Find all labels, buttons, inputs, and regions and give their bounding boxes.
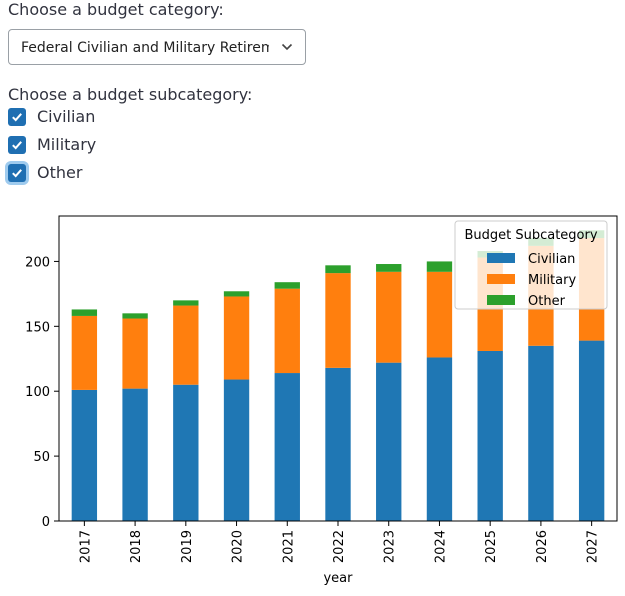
x-tick-label: 2023	[383, 530, 398, 563]
budget-chart: Budget Subcategory Civilian Military Other 0…	[25, 215, 618, 586]
bar-other-2022	[325, 265, 351, 274]
x-tick-label: 2018	[129, 530, 144, 563]
y-tick-label: 100	[25, 385, 50, 400]
bar-other-2024	[426, 261, 453, 272]
checkbox-label: Civilian	[37, 107, 96, 126]
chevron-down-icon	[281, 43, 293, 51]
legend-title: Budget Subcategory	[464, 228, 597, 243]
checkbox-label: Military	[37, 135, 97, 154]
checkmark-icon	[12, 141, 22, 150]
subcategory-label: Choose a budget subcategory:	[8, 85, 253, 104]
bar-other-2023	[376, 264, 402, 272]
bar-other-2018	[122, 313, 148, 319]
bar-other-2020	[223, 291, 250, 297]
legend-label-civilian: Civilian	[528, 252, 575, 267]
bar-military-2024	[426, 271, 453, 358]
checkbox-label: Other	[37, 163, 83, 182]
bar-civilian-2020	[223, 379, 250, 521]
bar-military-2023	[376, 271, 402, 363]
category-label: Choose a budget category:	[8, 0, 224, 19]
bar-civilian-2027	[578, 340, 605, 521]
bar-military-2020	[223, 296, 250, 380]
bar-civilian-2017	[71, 389, 98, 521]
category-select[interactable]: Federal Civilian and Military Retirem	[8, 29, 306, 65]
x-axis-label: year	[323, 571, 353, 586]
x-tick-label: 2017	[78, 530, 93, 563]
bar-civilian-2023	[376, 362, 402, 521]
bar-other-2017	[71, 309, 98, 316]
bar-military-2021	[274, 288, 300, 374]
checkbox-box[interactable]	[8, 108, 26, 126]
bar-military-2017	[71, 315, 98, 390]
legend-swatch-civilian	[487, 253, 515, 263]
y-tick-label: 200	[25, 255, 50, 270]
bar-civilian-2025	[477, 350, 503, 521]
checkmark-icon	[12, 169, 22, 178]
x-tick-label: 2027	[586, 530, 601, 563]
y-tick-label: 0	[42, 515, 50, 530]
checkbox-box[interactable]	[8, 136, 26, 154]
checkbox-box[interactable]	[8, 164, 26, 182]
bar-military-2018	[122, 318, 148, 389]
x-tick-label: 2025	[484, 530, 499, 563]
legend-swatch-military	[487, 274, 515, 284]
legend-swatch-other	[487, 295, 515, 305]
x-tick-label: 2022	[332, 530, 347, 563]
x-tick-label: 2021	[281, 530, 296, 563]
legend-label-other: Other	[528, 294, 566, 309]
bar-civilian-2019	[173, 384, 199, 521]
x-tick-label: 2024	[433, 530, 448, 563]
x-tick-label: 2020	[231, 530, 246, 563]
bar-civilian-2026	[528, 345, 554, 521]
x-tick-label: 2026	[535, 530, 550, 563]
category-select-value: Federal Civilian and Military Retirem	[21, 40, 269, 56]
bar-civilian-2024	[426, 357, 453, 521]
bar-civilian-2021	[274, 373, 300, 521]
y-tick-label: 50	[33, 450, 50, 465]
legend-label-military: Military	[528, 273, 576, 288]
bar-military-2019	[173, 305, 199, 385]
legend-box	[454, 220, 608, 310]
checkmark-icon	[12, 113, 22, 122]
y-tick-label: 150	[25, 320, 50, 335]
bar-military-2022	[325, 273, 351, 368]
bar-other-2021	[274, 282, 300, 289]
bar-civilian-2022	[325, 367, 351, 521]
bar-other-2019	[173, 300, 199, 306]
x-tick-label: 2019	[180, 530, 195, 563]
bar-civilian-2018	[122, 388, 148, 521]
